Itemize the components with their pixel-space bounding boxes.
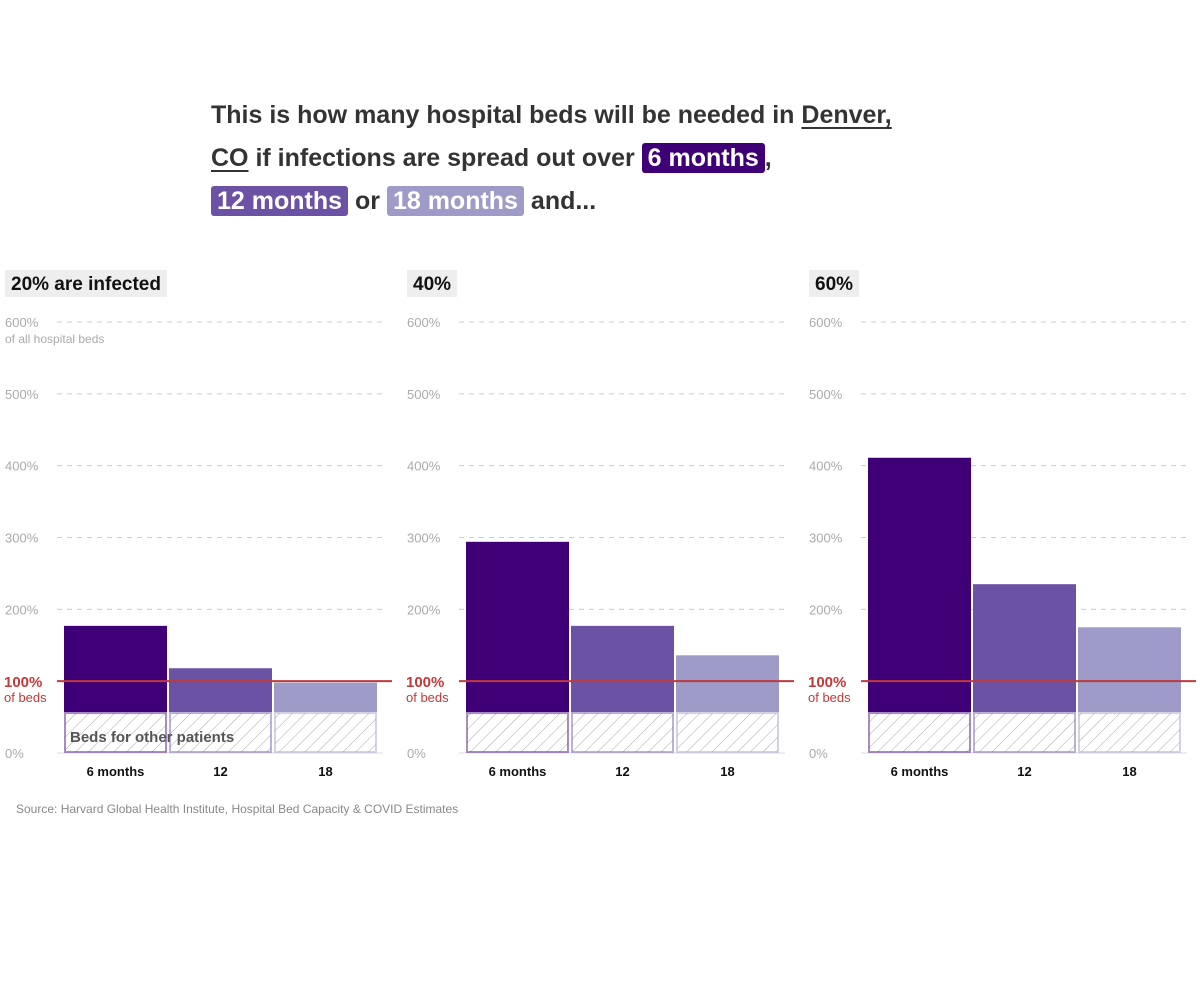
other-patients-label: Beds for other patients [70,729,234,746]
panel-title-background [809,270,860,297]
y-tick-label: 200% [407,602,441,617]
x-tick-label: 18 [720,764,734,779]
headline-text: or [348,187,387,215]
y-tick-label: 200% [5,602,39,617]
headline-text: if infections are spread out over [248,144,642,172]
headline-text: and... [523,187,597,215]
y-tick-label: 0% [5,746,24,761]
x-tick-label: 6 months [891,764,949,779]
y-tick-label: 600% [809,315,843,330]
other-patients-bar [571,712,674,753]
bar-18 [1078,627,1181,713]
x-tick-label: 6 months [87,764,145,779]
other-patients-bar [676,712,779,753]
y-tick-label: 400% [809,459,843,474]
other-patients-bar [973,712,1076,753]
bed-capacity-chart: 20% are infected 0% 200% 300% 400% 500% 600% of… [4,270,1196,779]
panel-title: 60% [815,274,853,295]
other-patients-bar [169,712,272,753]
legend-18-months: 18 months [386,186,524,216]
capacity-label: 100% [808,674,846,691]
x-tick-label: 12 [615,764,629,779]
y-tick-label: 200% [809,602,843,617]
headline-text: This is how many hospital beds will be n… [211,101,802,129]
bar-6-months [466,541,569,713]
capacity-label: 100% [4,674,42,691]
y-tick-label: 600% [5,315,39,330]
legend-6-months: 6 months [641,143,765,173]
capacity-sublabel: of beds [4,690,47,705]
other-patients-bar [868,712,971,753]
y-tick-label: 500% [5,387,39,402]
x-tick-label: 12 [1017,764,1031,779]
headline-city-link[interactable]: Denver, [801,101,892,129]
capacity-sublabel: of beds [406,690,449,705]
other-patients-bar [274,712,377,753]
y-tick-label: 400% [5,459,39,474]
y-tick-label: 300% [5,531,39,546]
y-tick-label: 500% [407,387,441,402]
y-tick-label: 0% [809,746,828,761]
y-axis-note: of all hospital beds [5,332,104,346]
panel-2: 40% 0% 200% 300% 400% 500% 600% 6 months 12 18 100… [406,270,794,779]
bar-6-months [868,457,971,713]
y-tick-label: 300% [407,531,441,546]
x-tick-label: 12 [213,764,227,779]
source-note: Source: Harvard Global Health Institute,… [16,802,459,816]
x-tick-label: 6 months [489,764,547,779]
other-patients-bar [466,712,569,753]
panel-title: 40% [413,274,451,295]
y-tick-label: 600% [407,315,441,330]
y-tick-label: 500% [809,387,843,402]
chart-headline: This is how many hospital beds will be n… [211,94,1001,223]
panel-3: 60% 0% 200% 300% 400% 500% 600% 6 months 12 18 100… [808,270,1196,779]
capacity-sublabel: of beds [808,690,851,705]
x-tick-label: 18 [1122,764,1136,779]
bar-18 [274,682,377,713]
other-patients-bar [1078,712,1181,753]
panel-title-background [5,270,167,297]
panel-title: 20% are infected [11,274,161,295]
panel-1: 20% are infected 0% 200% 300% 400% 500% 600% of… [4,270,392,779]
other-patients-bar [64,712,167,753]
panel-title-background [407,270,458,297]
bar-12 [169,668,272,713]
bar-12 [571,625,674,713]
headline-text: , [764,144,772,172]
capacity-label: 100% [406,674,444,691]
bar-12 [973,584,1076,713]
y-tick-label: 400% [407,459,441,474]
y-tick-label: 300% [809,531,843,546]
legend-12-months: 12 months [211,186,349,216]
bar-6-months [64,625,167,713]
x-tick-label: 18 [318,764,332,779]
y-tick-label: 0% [407,746,426,761]
headline-state-link[interactable]: CO [211,144,249,172]
bar-18 [676,655,779,713]
